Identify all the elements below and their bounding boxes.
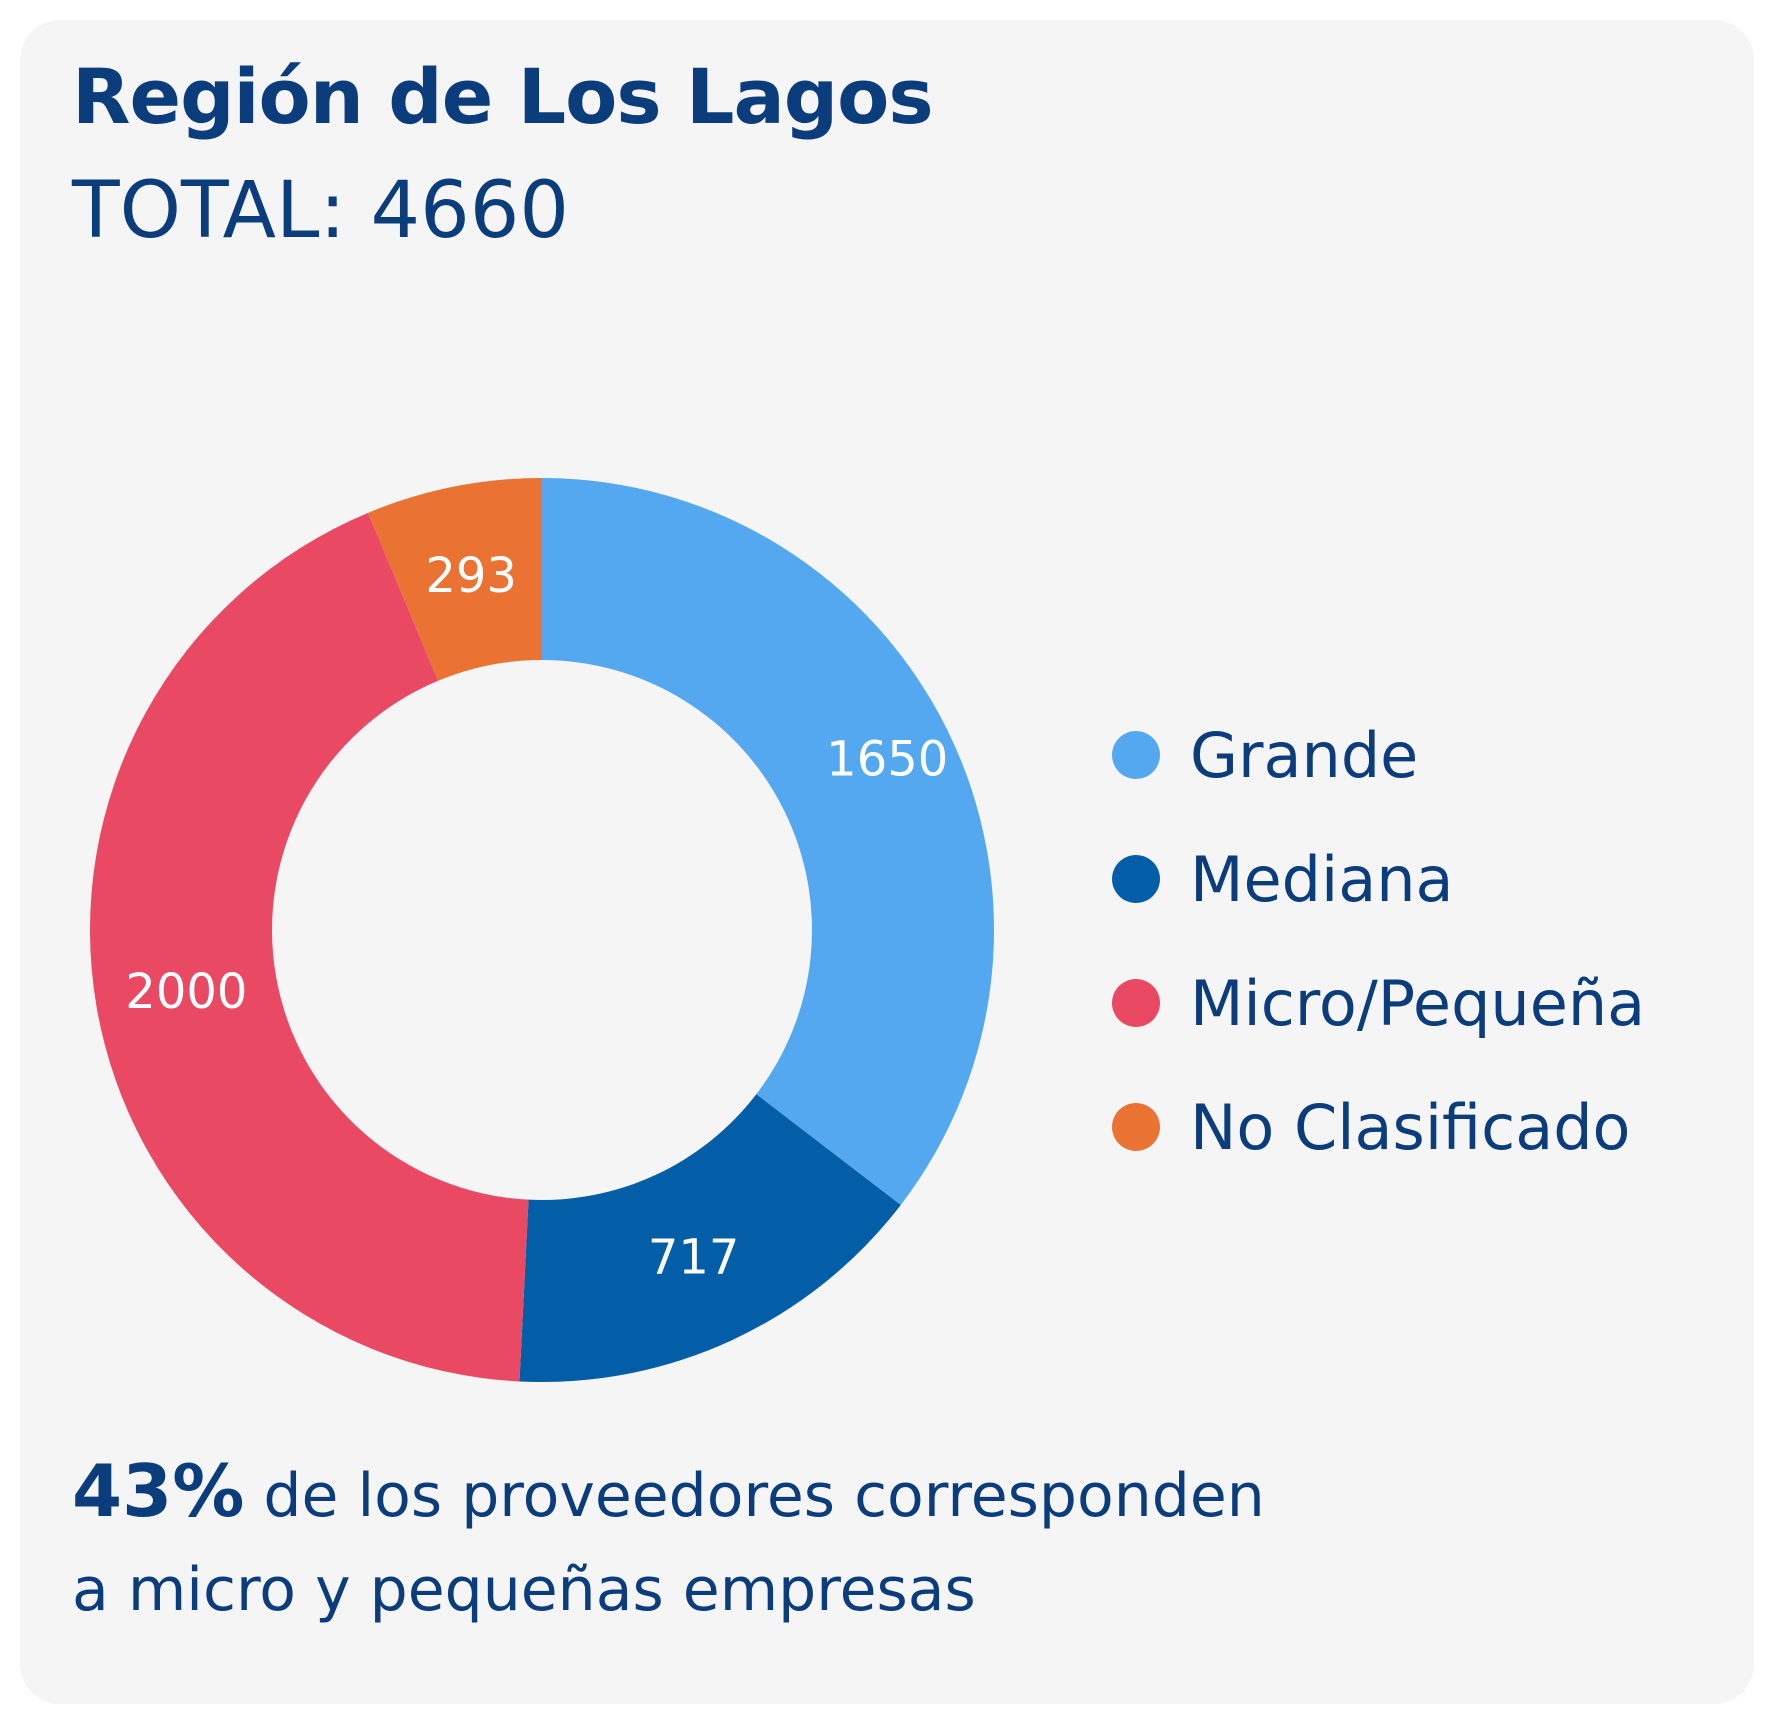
legend-item-grande: Grande bbox=[1112, 693, 1645, 817]
legend-item-mediana: Mediana bbox=[1112, 817, 1645, 941]
legend-label-no-clasificado: No Clasificado bbox=[1190, 1090, 1631, 1164]
legend-swatch-micro-pequena bbox=[1112, 979, 1160, 1027]
legend-swatch-no-clasificado bbox=[1112, 1103, 1160, 1151]
summary-text-line2: a micro y pequeñas empresas bbox=[72, 1555, 976, 1625]
slice-no-clasificado bbox=[368, 478, 542, 681]
chart-title: Región de Los Lagos bbox=[72, 52, 934, 141]
legend-item-micro-pequena: Micro/Pequeña bbox=[1112, 941, 1645, 1065]
legend-label-grande: Grande bbox=[1190, 718, 1419, 792]
legend-label-mediana: Mediana bbox=[1190, 842, 1454, 916]
slice-label-no-clasificado: 293 bbox=[425, 548, 517, 604]
slice-label-micro-pequena: 2000 bbox=[125, 964, 247, 1020]
summary-note: 43% de los proveedores corresponden a mi… bbox=[72, 1444, 1692, 1637]
summary-text-line1: de los proveedores corresponden bbox=[244, 1461, 1265, 1531]
legend-label-micro-pequena: Micro/Pequeña bbox=[1190, 966, 1646, 1040]
summary-percentage: 43% bbox=[72, 1449, 245, 1533]
chart-subtitle: TOTAL: 4660 bbox=[72, 166, 570, 256]
legend-swatch-grande bbox=[1112, 731, 1160, 779]
chart-legend: Grande Mediana Micro/Pequeña No Clasificado bbox=[1112, 693, 1645, 1189]
slice-mediana bbox=[519, 1094, 901, 1382]
legend-swatch-mediana bbox=[1112, 855, 1160, 903]
slice-micro-pequena bbox=[89, 512, 529, 1382]
slice-label-mediana: 717 bbox=[648, 1230, 740, 1286]
slice-label-grande: 1650 bbox=[826, 732, 948, 788]
slice-grande bbox=[542, 478, 994, 1205]
legend-item-no-clasificado: No Clasificado bbox=[1112, 1065, 1645, 1189]
